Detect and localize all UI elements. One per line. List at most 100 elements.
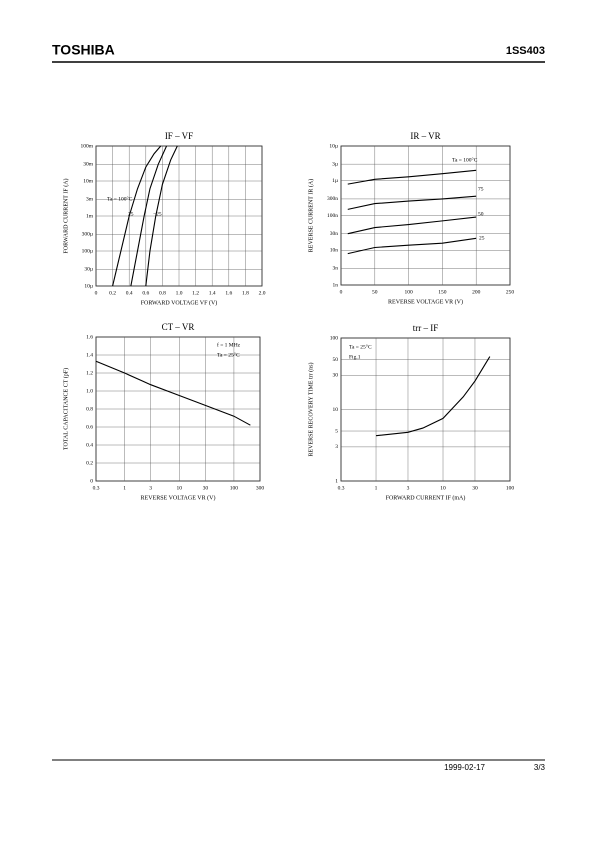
y-tick-label: 300µ bbox=[82, 232, 93, 238]
x-tick-label: 50 bbox=[372, 289, 378, 295]
y-tick-label: 10n bbox=[330, 248, 339, 254]
y-tick-label: 1.6 bbox=[86, 334, 93, 340]
annotation: 50 bbox=[478, 211, 484, 217]
y-tick-label: 3m bbox=[86, 197, 94, 203]
curve bbox=[95, 360, 251, 426]
y-tick-label: 10µ bbox=[329, 143, 338, 149]
brand: TOSHIBA bbox=[52, 42, 115, 58]
y-tick-label: 0.2 bbox=[86, 460, 93, 466]
y-tick-label: 5 bbox=[335, 428, 338, 434]
curve bbox=[347, 237, 477, 255]
x-tick-label: 3 bbox=[407, 485, 410, 491]
y-tick-label: 3µ bbox=[332, 161, 338, 167]
y-tick-label: 0.6 bbox=[86, 424, 93, 430]
annotation: −25 bbox=[153, 211, 162, 217]
x-tick-label: 1.8 bbox=[242, 290, 249, 296]
curve bbox=[130, 145, 168, 287]
annotation: Ta = 100°C bbox=[452, 156, 478, 163]
x-tick-label: 1.2 bbox=[192, 290, 199, 296]
y-tick-label: 100µ bbox=[82, 248, 93, 254]
x-tick-label: 100 bbox=[230, 485, 239, 491]
y-tick-label: 300n bbox=[327, 196, 338, 202]
x-tick-label: 0.3 bbox=[338, 485, 345, 491]
x-axis-label: REVERSE VOLTAGE VR (V) bbox=[388, 298, 463, 305]
x-tick-label: 30 bbox=[203, 485, 209, 491]
x-axis-label: FORWARD CURRENT IF (mA) bbox=[386, 494, 466, 501]
y-tick-label: 10 bbox=[333, 407, 339, 413]
y-tick-label: 100 bbox=[330, 335, 339, 341]
x-tick-label: 0 bbox=[340, 289, 343, 295]
x-tick-label: 3 bbox=[149, 485, 152, 491]
y-tick-label: 30 bbox=[333, 373, 339, 379]
x-tick-label: 1 bbox=[123, 485, 126, 491]
y-tick-label: 100n bbox=[327, 213, 338, 219]
y-tick-label: 30µ bbox=[84, 267, 93, 273]
curve bbox=[112, 145, 162, 287]
y-tick-label: 10µ bbox=[84, 283, 93, 289]
x-tick-label: 10 bbox=[177, 485, 183, 491]
y-tick-label: 0.4 bbox=[86, 442, 93, 448]
curve bbox=[375, 356, 491, 437]
annotation: Ta = 100°C bbox=[107, 195, 133, 202]
chart-title: IF – VF bbox=[165, 131, 193, 141]
annotation: 75 bbox=[478, 186, 484, 192]
y-tick-label: 3 bbox=[335, 444, 338, 450]
x-tick-label: 100 bbox=[506, 485, 515, 491]
y-tick-label: 0 bbox=[90, 478, 93, 484]
x-tick-label: 1.6 bbox=[225, 290, 232, 296]
y-tick-label: 3n bbox=[333, 266, 339, 272]
chart-title: trr – IF bbox=[413, 323, 439, 333]
x-tick-label: 300 bbox=[256, 485, 265, 491]
x-tick-label: 0.4 bbox=[126, 290, 133, 296]
y-tick-label: 10m bbox=[83, 178, 94, 184]
x-tick-label: 250 bbox=[506, 289, 515, 295]
curve bbox=[347, 169, 477, 185]
y-tick-label: 1.0 bbox=[86, 388, 93, 394]
y-tick-label: 1m bbox=[86, 213, 94, 219]
x-tick-label: 1.4 bbox=[209, 290, 216, 296]
y-axis-label: REVERSE CURRENT IR (A) bbox=[307, 179, 314, 252]
y-tick-label: 1.4 bbox=[86, 352, 93, 358]
curve bbox=[347, 195, 477, 210]
annotation: Ta = 25°C bbox=[349, 343, 372, 350]
x-tick-label: 150 bbox=[438, 289, 447, 295]
y-axis-label: TOTAL CAPACITANCE CT (pF) bbox=[62, 368, 69, 450]
x-tick-label: 1 bbox=[375, 485, 378, 491]
x-tick-label: 100 bbox=[404, 289, 413, 295]
y-tick-label: 30m bbox=[83, 162, 94, 168]
x-tick-label: 0.2 bbox=[109, 290, 116, 296]
y-tick-label: 1µ bbox=[332, 178, 338, 184]
curve bbox=[145, 145, 178, 287]
chart-title: CT – VR bbox=[162, 322, 195, 332]
y-tick-label: 50 bbox=[333, 357, 339, 363]
y-tick-label: 30n bbox=[330, 231, 339, 237]
x-tick-label: 1.0 bbox=[176, 290, 183, 296]
x-tick-label: 0 bbox=[95, 290, 98, 296]
y-tick-label: 0.8 bbox=[86, 406, 93, 412]
annotation: Ta = 25°C bbox=[217, 351, 240, 358]
y-axis-label: REVERSE RECOVERY TIME trr (ns) bbox=[307, 362, 314, 456]
annotation: 25 bbox=[128, 211, 134, 217]
x-axis-label: REVERSE VOLTAGE VR (V) bbox=[141, 494, 216, 501]
footer-date: 1999-02-17 bbox=[444, 763, 485, 772]
y-tick-label: 1.2 bbox=[86, 370, 93, 376]
annotation: f = 1 MHz bbox=[217, 341, 241, 348]
y-axis-label: FORWARD CURRENT IF (A) bbox=[62, 178, 69, 253]
y-tick-label: 1 bbox=[335, 478, 338, 484]
curve bbox=[347, 216, 477, 235]
x-tick-label: 10 bbox=[440, 485, 446, 491]
x-tick-label: 0.6 bbox=[142, 290, 149, 296]
annotation: 25 bbox=[479, 235, 485, 241]
footer-page: 3/3 bbox=[534, 763, 546, 772]
annotation: Fig.1 bbox=[349, 354, 361, 360]
x-tick-label: 0.8 bbox=[159, 290, 166, 296]
y-tick-label: 1n bbox=[333, 282, 339, 288]
chart-title: IR – VR bbox=[410, 131, 440, 141]
x-tick-label: 200 bbox=[472, 289, 481, 295]
x-tick-label: 0.3 bbox=[93, 485, 100, 491]
part-number: 1SS403 bbox=[506, 45, 545, 57]
x-axis-label: FORWARD VOLTAGE VF (V) bbox=[141, 299, 218, 306]
x-tick-label: 2.0 bbox=[259, 290, 266, 296]
y-tick-label: 100m bbox=[80, 143, 93, 149]
